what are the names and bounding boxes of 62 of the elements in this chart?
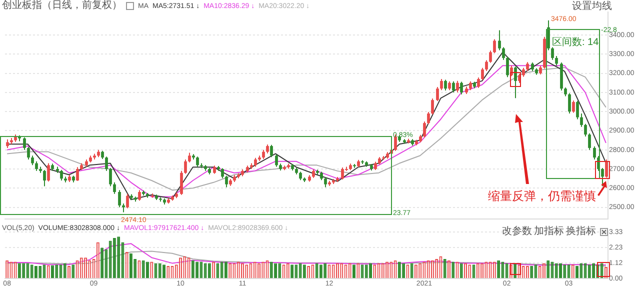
- text: 设置均线: [572, 1, 612, 12]
- candlestick: [138, 190, 141, 202]
- candlestick: [76, 166, 79, 182]
- candlestick: [485, 60, 488, 72]
- candlestick: [60, 169, 63, 182]
- candlestick: [43, 169, 46, 187]
- candlestick: [502, 46, 505, 60]
- candlestick: [514, 66, 517, 99]
- candlestick: [180, 170, 183, 196]
- annotation: 区间数: 14: [552, 37, 599, 48]
- candlestick: [506, 56, 509, 78]
- candlestick: [196, 156, 199, 168]
- candlestick: [126, 193, 129, 209]
- candlestick: [225, 175, 228, 188]
- candlestick: [444, 79, 447, 92]
- chart-title: 创业板指（日线，前复权）: [2, 0, 122, 11]
- candlestick: [588, 132, 591, 150]
- candlestick: [113, 182, 116, 194]
- annotation: 加指标: [534, 226, 564, 237]
- candlestick: [498, 30, 501, 51]
- candlestick: [436, 86, 439, 102]
- candlestick: [572, 100, 575, 114]
- candlestick: [568, 92, 571, 114]
- candlestick: [270, 144, 273, 158]
- candlestick: [221, 168, 224, 179]
- annotation: 换指标: [566, 226, 596, 237]
- candlestick: [580, 112, 583, 128]
- candlestick: [27, 146, 30, 160]
- annotation: 缩量反弹，仍需谨慎: [488, 189, 596, 203]
- annotation: 改参数: [502, 226, 532, 237]
- candlestick: [423, 121, 426, 138]
- candlestick: [584, 123, 587, 137]
- candlestick: [23, 136, 26, 150]
- candlestick: [551, 46, 554, 60]
- candlestick: [31, 155, 34, 166]
- candlestick: [452, 80, 455, 93]
- candlestick: [481, 67, 484, 80]
- candlestick: [431, 98, 434, 115]
- candlestick: [105, 156, 108, 172]
- candlestick: [601, 168, 604, 187]
- candlestick: [456, 80, 459, 93]
- candlestick: [576, 100, 579, 120]
- candlestick: [493, 38, 496, 54]
- candlestick: [35, 160, 38, 172]
- candlestick: [188, 152, 191, 163]
- candlestick: [555, 56, 558, 66]
- candlestick: [341, 166, 344, 180]
- candlestick: [118, 190, 121, 208]
- candlestick: [593, 146, 596, 160]
- candlestick: [605, 158, 608, 178]
- candlestick: [324, 176, 327, 188]
- candlestick: [109, 168, 112, 187]
- candlestick: [489, 50, 492, 64]
- candlestick: [547, 20, 550, 51]
- candlestick: [440, 78, 443, 91]
- candlestick: [427, 111, 430, 125]
- candlestick: [47, 162, 50, 182]
- candlestick: [477, 76, 480, 88]
- candlestick: [262, 149, 265, 160]
- candlestick: [275, 154, 278, 168]
- candlestick: [460, 81, 463, 95]
- candlestick: [184, 158, 187, 174]
